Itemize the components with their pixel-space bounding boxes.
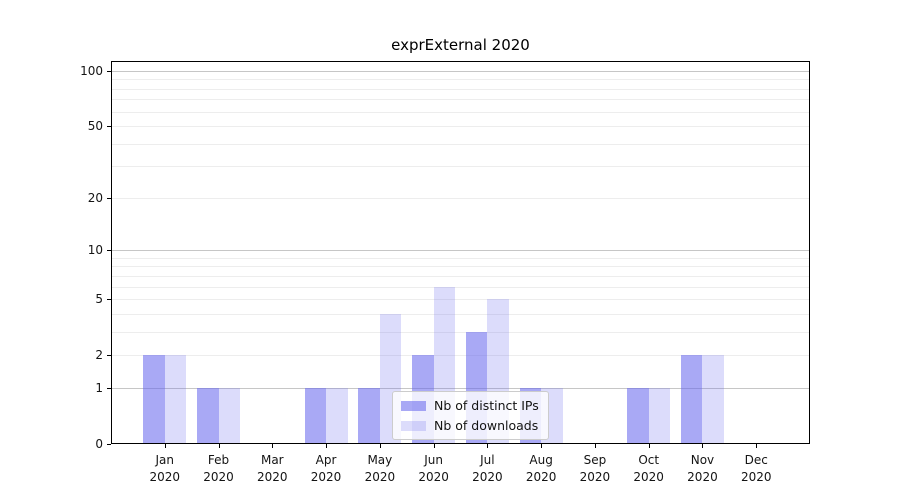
- x-tick-aug: [541, 444, 543, 448]
- y-tick-label-1: 1: [95, 380, 103, 395]
- gridline-minor-90: [112, 79, 809, 81]
- downloads-swatch: [401, 420, 426, 431]
- gridline-minor-5: [112, 299, 809, 301]
- x-tick-may: [379, 444, 381, 448]
- x-tick-label-jul: Jul 2020: [472, 453, 503, 484]
- bar-downloads-oct: [648, 387, 671, 443]
- x-tick-label-dec: Dec 2020: [740, 453, 772, 484]
- y-tick-label-100: 100: [80, 64, 103, 78]
- gridline-major-1: [112, 387, 809, 389]
- gridline-minor-8: [112, 266, 809, 268]
- gridline-minor-3: [112, 331, 809, 333]
- x-tick-label-oct: Oct 2020: [633, 453, 664, 484]
- x-tick-label-aug: Aug 2020: [525, 453, 557, 484]
- x-tick-label-sep: Sep 2020: [579, 453, 611, 484]
- gridline-minor-50: [112, 126, 809, 128]
- gridline-minor-30: [112, 166, 809, 168]
- gridline-minor-20: [112, 197, 809, 199]
- gridline-minor-9: [112, 257, 809, 259]
- x-tick-label-may: May 2020: [364, 453, 396, 484]
- plot-area: [111, 61, 810, 444]
- y-tick-label-5: 5: [95, 292, 103, 307]
- x-tick-nov: [702, 444, 704, 448]
- y-tick-label-10: 10: [87, 243, 103, 258]
- x-tick-sep: [594, 444, 596, 448]
- x-tick-label-jan: Jan 2020: [149, 453, 181, 484]
- y-tick-10: [107, 250, 111, 252]
- x-tick-jan: [164, 444, 166, 448]
- x-tick-label-nov: Nov 2020: [687, 453, 718, 484]
- bar-distinct-ips-jan: [143, 355, 165, 443]
- x-tick-feb: [218, 444, 220, 448]
- gridline-minor-40: [112, 143, 809, 145]
- distinct-ips-swatch: [401, 400, 426, 411]
- gridline-minor-7: [112, 275, 809, 277]
- bar-downloads-feb: [218, 387, 241, 443]
- gridline-minor-4: [112, 313, 809, 315]
- x-tick-dec: [756, 444, 758, 448]
- y-tick-0: [107, 444, 111, 445]
- y-tick-1: [107, 387, 111, 389]
- x-tick-oct: [648, 444, 650, 448]
- gridline-minor-80: [112, 88, 809, 90]
- legend: Nb of distinct IPs Nb of downloads: [392, 391, 549, 440]
- y-tick-50: [107, 126, 111, 128]
- gridline-minor-6: [112, 286, 809, 288]
- bar-distinct-ips-feb: [197, 387, 219, 443]
- bar-distinct-ips-may: [358, 387, 380, 443]
- gridline-minor-60: [112, 111, 809, 113]
- y-tick-5: [107, 299, 111, 301]
- x-tick-label-mar: Mar 2020: [257, 453, 288, 484]
- bar-downloads-jan: [164, 355, 187, 443]
- y-tick-label-2: 2: [95, 348, 103, 363]
- bar-distinct-ips-apr: [304, 387, 327, 443]
- x-tick-label-feb: Feb 2020: [203, 453, 234, 484]
- legend-item-distinct-ips: Nb of distinct IPs: [401, 397, 539, 414]
- y-tick-label-50: 50: [87, 119, 103, 134]
- bar-downloads-nov: [702, 355, 724, 443]
- legend-label-distinct-ips: Nb of distinct IPs: [434, 398, 539, 413]
- x-tick-jul: [487, 444, 489, 448]
- y-tick-label-0: 0: [95, 437, 103, 451]
- x-tick-mar: [272, 444, 274, 448]
- y-tick-20: [107, 197, 111, 199]
- x-tick-apr: [326, 444, 328, 448]
- gridline-major-100: [112, 71, 809, 72]
- gridline-major-10: [112, 250, 809, 252]
- gridline-minor-70: [112, 99, 809, 101]
- legend-item-downloads: Nb of downloads: [401, 417, 539, 434]
- y-tick-100: [107, 71, 111, 72]
- bar-downloads-apr: [326, 387, 348, 443]
- y-tick-2: [107, 355, 111, 357]
- bar-distinct-ips-oct: [627, 387, 649, 443]
- x-tick-label-jun: Jun 2020: [418, 453, 449, 484]
- x-tick-label-apr: Apr 2020: [310, 453, 342, 484]
- gridline-minor-2: [112, 355, 809, 357]
- bar-distinct-ips-nov: [680, 355, 703, 443]
- chart-title: exprExternal 2020: [391, 36, 530, 54]
- y-tick-label-20: 20: [87, 190, 103, 205]
- x-tick-jun: [433, 444, 435, 448]
- legend-label-downloads: Nb of downloads: [434, 418, 539, 433]
